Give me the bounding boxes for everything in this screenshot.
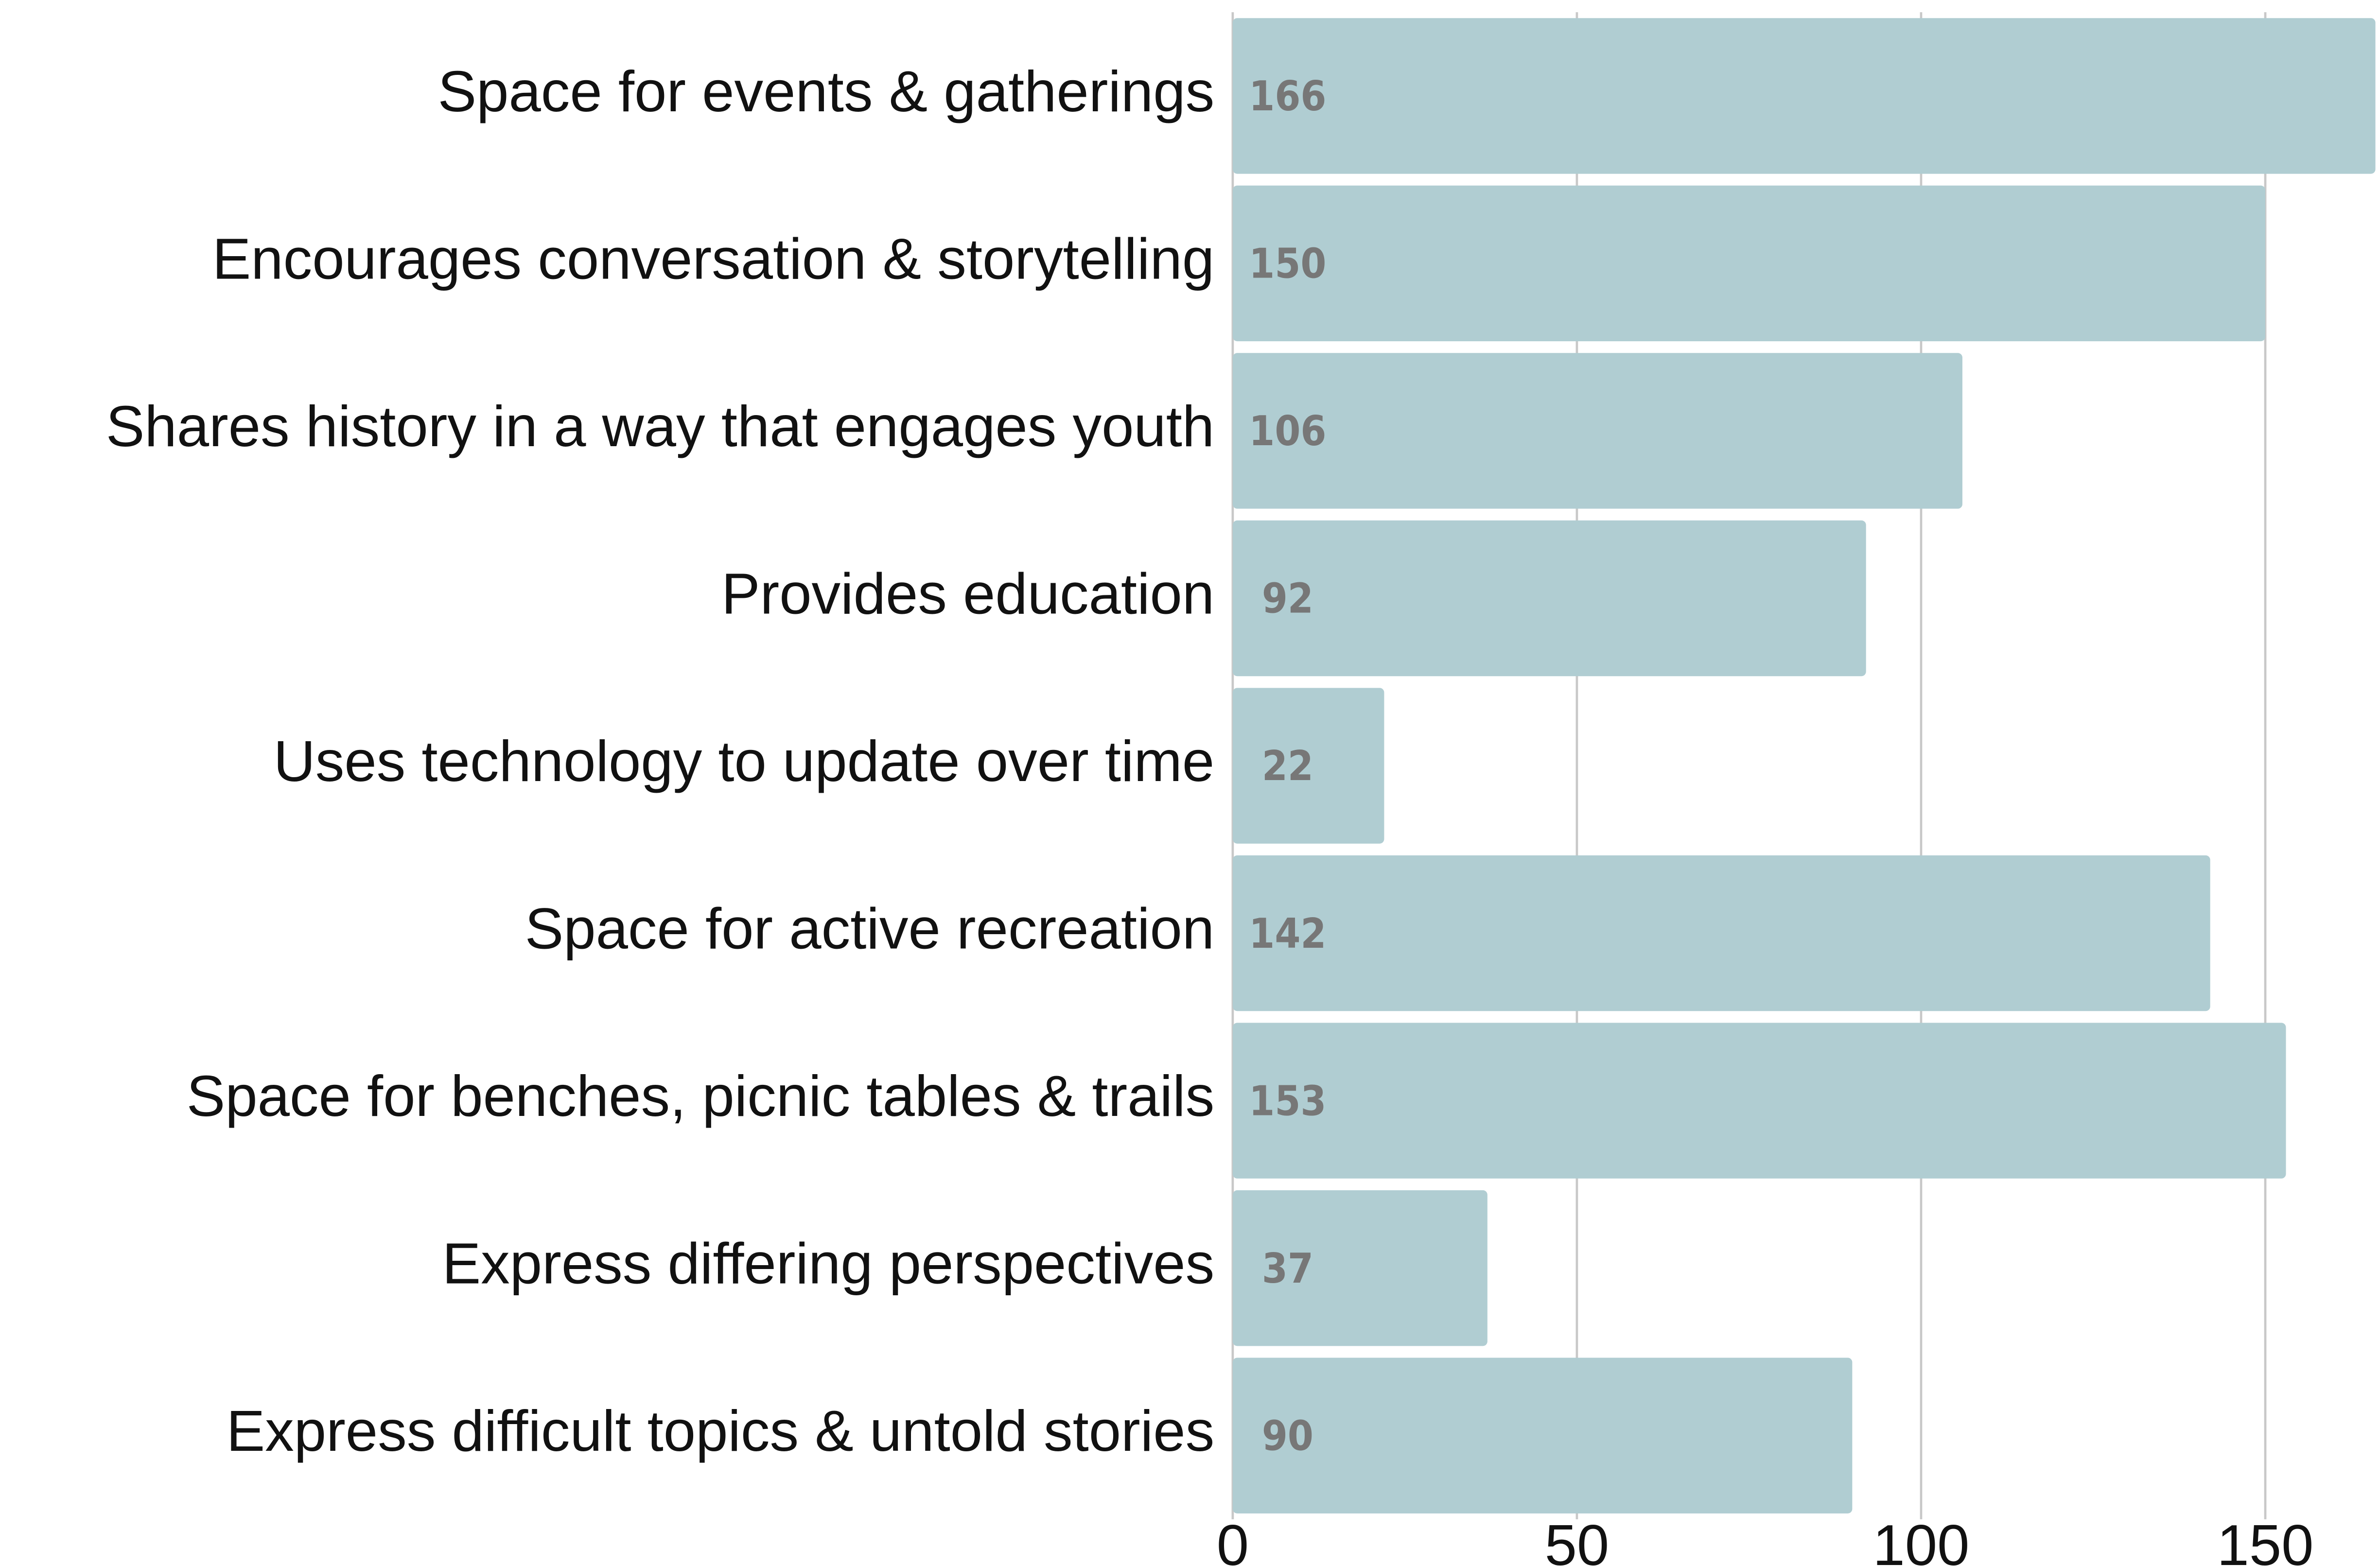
value-label: 153 xyxy=(1249,1077,1326,1125)
bar xyxy=(1232,1023,2286,1179)
bar xyxy=(1232,353,1962,509)
bar xyxy=(1232,520,1866,677)
category-label: Express differing perspectives xyxy=(442,1232,1215,1296)
bar xyxy=(1232,855,2210,1011)
x-tick-label: 50 xyxy=(1545,1513,1610,1566)
value-label: 142 xyxy=(1249,909,1326,957)
value-label: 92 xyxy=(1262,574,1313,623)
category-label: Provides education xyxy=(721,562,1214,626)
category-label: Space for events & gatherings xyxy=(438,59,1215,124)
value-label: 37 xyxy=(1262,1244,1313,1292)
value-label: 166 xyxy=(1249,72,1326,120)
value-label: 150 xyxy=(1249,240,1326,288)
labels: 0 50 100 150 Space for events & gatherings 16… xyxy=(106,59,2314,1566)
category-label: Shares history in a way that engages you… xyxy=(106,394,1214,459)
bar xyxy=(1232,18,2376,174)
category-label: Uses technology to update over time xyxy=(274,729,1215,794)
value-label: 90 xyxy=(1262,1411,1313,1460)
bar xyxy=(1232,185,2266,342)
bar xyxy=(1232,1190,1488,1346)
x-tick-label: 0 xyxy=(1217,1513,1249,1566)
bar xyxy=(1232,1357,1853,1514)
category-label: Space for active recreation xyxy=(525,897,1214,961)
value-label: 22 xyxy=(1262,742,1313,790)
bars xyxy=(1232,18,2376,1514)
bar xyxy=(1232,688,1384,844)
category-label: Express difficult topics & untold storie… xyxy=(227,1399,1215,1463)
x-tick-label: 100 xyxy=(1872,1513,1969,1566)
category-label: Encourages conversation & storytelling xyxy=(212,226,1214,291)
value-label: 106 xyxy=(1249,407,1326,455)
category-label: Space for benches, picnic tables & trail… xyxy=(187,1064,1214,1129)
x-tick-label: 150 xyxy=(2217,1513,2314,1566)
